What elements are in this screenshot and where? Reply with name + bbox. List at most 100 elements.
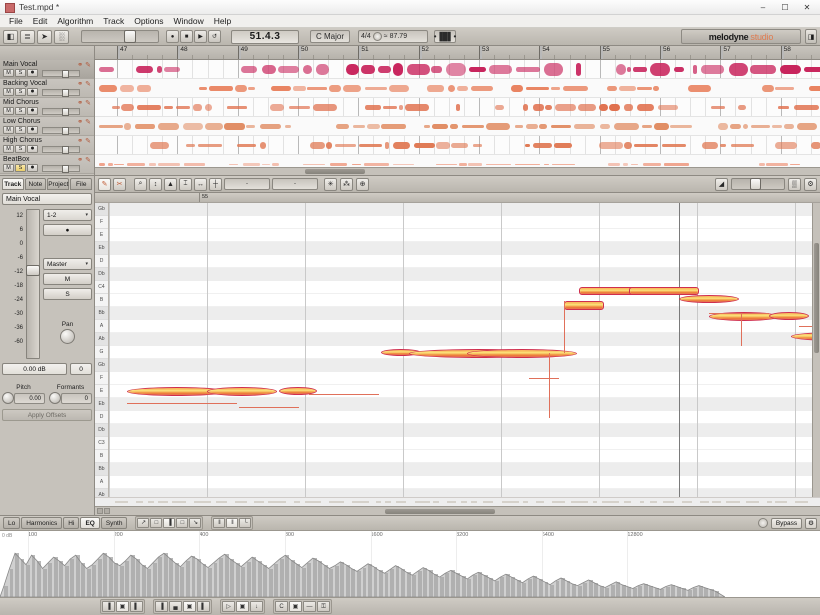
status-g3-btn-2[interactable]: ↓ bbox=[250, 601, 263, 612]
status-g4-btn-0[interactable]: C bbox=[275, 601, 288, 612]
menu-item-help[interactable]: Help bbox=[209, 16, 236, 26]
solo-button[interactable]: S bbox=[15, 126, 26, 134]
note-lane[interactable] bbox=[109, 424, 812, 437]
track-row[interactable]: BeatBox M S ● ⚭ ✎ bbox=[0, 155, 94, 174]
piano-key[interactable]: B bbox=[95, 450, 108, 463]
routing-selector[interactable]: Master bbox=[43, 258, 92, 270]
status-g3-btn-1[interactable]: ▣ bbox=[236, 601, 249, 612]
inspector-tab-track[interactable]: Track bbox=[2, 178, 24, 190]
note-lane[interactable] bbox=[109, 255, 812, 268]
piano-key[interactable]: Bb bbox=[95, 307, 108, 320]
track-row[interactable]: Mid Chorus M S ● ⚭ ✎ bbox=[0, 98, 94, 117]
link-icon[interactable]: ⚭ bbox=[77, 80, 83, 88]
spectrum-tab-hi[interactable]: Hi bbox=[63, 517, 79, 529]
gear-icon[interactable]: ⚙ bbox=[804, 178, 817, 191]
status-g2-btn-2[interactable]: ▣ bbox=[183, 601, 196, 612]
record-button[interactable]: ● bbox=[27, 69, 38, 77]
quantize-icon[interactable]: ⁂ bbox=[340, 178, 353, 191]
note-blob[interactable] bbox=[207, 387, 277, 396]
note-lane[interactable] bbox=[109, 398, 812, 411]
editor-vscrollbar[interactable] bbox=[812, 203, 820, 497]
status-g2-btn-1[interactable]: ▄ bbox=[169, 601, 182, 612]
note-blob[interactable] bbox=[679, 295, 739, 303]
amplitude-tool-icon[interactable]: ⌶ bbox=[179, 178, 192, 191]
status-g4-btn-3[interactable]: ⚿ bbox=[317, 601, 330, 612]
track-volume-slider[interactable] bbox=[42, 146, 80, 153]
status-g3-btn-0[interactable]: ▷ bbox=[222, 601, 235, 612]
pitch-value[interactable]: 0.00 bbox=[14, 393, 45, 404]
piano-key[interactable]: A bbox=[95, 320, 108, 333]
mute-button[interactable]: M bbox=[3, 145, 14, 153]
piano-key[interactable]: Eb bbox=[95, 398, 108, 411]
tempo-value[interactable]: 87.79 bbox=[390, 33, 408, 40]
mute-button[interactable]: M bbox=[3, 126, 14, 134]
grid-icon[interactable]: ▒ bbox=[788, 178, 801, 191]
time-handle-icon[interactable]: ┼ bbox=[209, 178, 222, 191]
note-lane[interactable] bbox=[109, 489, 812, 497]
link-icon[interactable]: ⚭ bbox=[77, 137, 83, 145]
solo-button[interactable]: S bbox=[15, 69, 26, 77]
record-button[interactable]: ● bbox=[27, 107, 38, 115]
editor-playhead[interactable] bbox=[679, 203, 680, 497]
tool-icon[interactable]: ✎ bbox=[85, 118, 91, 126]
note-lane[interactable] bbox=[109, 242, 812, 255]
tempo-meter-box[interactable]: 4/4 ≈ 87.79 bbox=[358, 30, 428, 43]
status-g1-btn-1[interactable]: ▣ bbox=[116, 601, 129, 612]
note-lane[interactable] bbox=[109, 359, 812, 372]
note-grid[interactable] bbox=[109, 203, 812, 497]
solo-button[interactable]: S bbox=[15, 145, 26, 153]
link-icon[interactable]: ⚭ bbox=[77, 61, 83, 69]
formants-value[interactable]: 0 bbox=[61, 393, 92, 404]
track-volume-slider[interactable] bbox=[42, 108, 80, 115]
main-tool-icon[interactable]: ✎ bbox=[98, 178, 111, 191]
apply-offsets-button[interactable]: Apply Offsets bbox=[2, 409, 92, 421]
track-volume-slider[interactable] bbox=[42, 70, 80, 77]
piano-key[interactable]: Ab bbox=[95, 489, 108, 497]
spectrum-band-2[interactable]: └ bbox=[239, 518, 251, 528]
minimize-button[interactable]: – bbox=[752, 0, 774, 14]
fade-icon[interactable]: ◢ bbox=[715, 178, 728, 191]
toggle-panel-icon[interactable]: ◧ bbox=[3, 30, 18, 44]
gain-value[interactable]: 0.00 dB bbox=[2, 363, 67, 375]
spectrum-mode-3[interactable]: □ bbox=[176, 518, 188, 528]
link-icon[interactable]: ⚭ bbox=[77, 118, 83, 126]
tool-icon[interactable]: ✎ bbox=[85, 156, 91, 164]
piano-key[interactable]: Db bbox=[95, 424, 108, 437]
grid-mode-button[interactable]: •▐█▌• bbox=[434, 30, 456, 43]
snap-icon[interactable]: ✳ bbox=[324, 178, 337, 191]
pitch-tool-icon[interactable]: ↕ bbox=[149, 178, 162, 191]
menu-item-track[interactable]: Track bbox=[98, 16, 129, 26]
piano-key[interactable]: C4 bbox=[95, 281, 108, 294]
volume-fader[interactable] bbox=[26, 209, 40, 359]
record-button[interactable]: ● bbox=[27, 145, 38, 153]
pan-value[interactable]: 0 bbox=[70, 363, 92, 375]
waveform-row[interactable] bbox=[95, 98, 820, 117]
solo-button[interactable]: S bbox=[15, 164, 26, 172]
spectrum-tab-synth[interactable]: Synth bbox=[101, 517, 128, 529]
spectrum-tab-lo[interactable]: Lo bbox=[3, 517, 20, 529]
spectrum-tab-eq[interactable]: EQ bbox=[80, 517, 99, 529]
note-lane[interactable] bbox=[109, 320, 812, 333]
spectrum-tab-harmonics[interactable]: Harmonics bbox=[21, 517, 62, 529]
tool-icon[interactable]: ✎ bbox=[85, 137, 91, 145]
record-button[interactable]: ● bbox=[27, 164, 38, 172]
menu-item-options[interactable]: Options bbox=[129, 16, 168, 26]
inspector-tab-project[interactable]: Project bbox=[47, 178, 69, 190]
mute-button[interactable]: M bbox=[43, 273, 92, 285]
playback-position-slider[interactable] bbox=[81, 30, 159, 43]
note-lane[interactable] bbox=[109, 463, 812, 476]
track-row[interactable]: Main Vocal M S ● ⚭ ✎ bbox=[0, 60, 94, 79]
inspector-tab-note[interactable]: Note bbox=[25, 178, 47, 190]
tool-icon[interactable]: ✎ bbox=[85, 80, 91, 88]
waveform-row[interactable] bbox=[95, 136, 820, 155]
note-lane[interactable] bbox=[109, 411, 812, 424]
pitch-knob[interactable] bbox=[2, 392, 14, 404]
track-row[interactable]: Backing Vocal M S ● ⚭ ✎ bbox=[0, 79, 94, 98]
note-blob[interactable] bbox=[769, 312, 809, 320]
waveform-icon[interactable]: ░ bbox=[54, 30, 69, 44]
piano-key[interactable]: Gb bbox=[95, 203, 108, 216]
track-volume-slider[interactable] bbox=[42, 127, 80, 134]
menu-item-edit[interactable]: Edit bbox=[28, 16, 53, 26]
solo-button[interactable]: S bbox=[15, 107, 26, 115]
piano-key[interactable]: Gb bbox=[95, 359, 108, 372]
